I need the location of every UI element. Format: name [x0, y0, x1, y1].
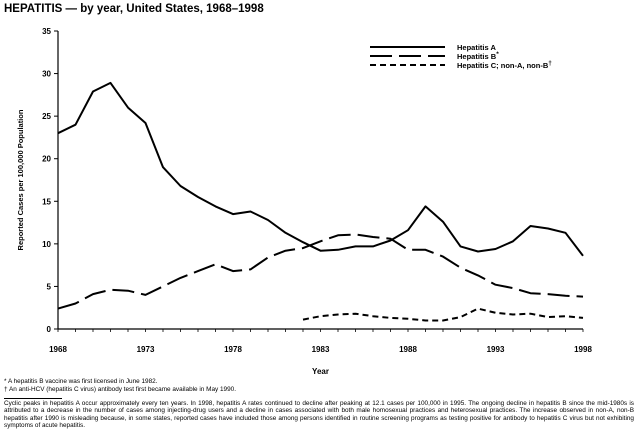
footnote-1: * A hepatitis B vaccine was first licens… [4, 378, 236, 386]
x-tick-label: 1968 [49, 345, 67, 354]
legend-footnote-mark: * [496, 51, 499, 58]
footnote-2: † An anti-HCV (hepatitis C virus) antibo… [4, 386, 236, 394]
y-tick-label: 35 [42, 27, 51, 36]
series-line-2 [302, 307, 584, 322]
footnote-2-text: An anti-HCV (hepatitis C virus) antibody… [9, 385, 236, 393]
x-tick-label: 1988 [399, 345, 417, 354]
y-tick-label: 20 [42, 155, 51, 164]
x-tick-label: 1983 [312, 345, 330, 354]
x-axis-label: Year [312, 367, 329, 376]
series-line-1 [57, 233, 584, 310]
chart-title: HEPATITIS — by year, United States, 1968… [4, 3, 264, 15]
line-chart: 0 5 10 15 20 25 30 35 1968 1973 1978 1983 1988 1993 19… [16, 27, 592, 376]
y-tick-label: 10 [42, 240, 51, 249]
legend-label-1: Hepatitis B* [457, 51, 499, 61]
y-tick-label: 25 [42, 112, 51, 121]
footnotes: * A hepatitis B vaccine was first licens… [4, 378, 236, 393]
caption-divider [4, 398, 62, 399]
legend-footnote-mark: † [548, 60, 552, 67]
x-tick-label: 1978 [224, 345, 242, 354]
footnote-1-text: A hepatitis B vaccine was first licensed… [7, 378, 158, 385]
x-tick-label: 1993 [487, 345, 505, 354]
y-tick-label: 5 [47, 282, 52, 291]
x-tick-label: 1973 [137, 345, 155, 354]
series-line-0 [57, 81, 584, 257]
footnote-1-mark: * [4, 378, 7, 385]
footnote-2-mark: † [4, 385, 8, 393]
y-axis-label: Reported Cases per 100,000 Population [16, 109, 25, 250]
legend-label-0: Hepatitis A [457, 43, 496, 52]
x-tick-label: 1998 [574, 345, 592, 354]
caption: Cyclic peaks in hepatitis A occur approx… [4, 400, 634, 430]
y-tick-label: 15 [42, 197, 51, 206]
y-tick-label: 30 [42, 70, 51, 79]
y-tick-label: 0 [47, 325, 52, 334]
legend-label-2: Hepatitis C; non-A, non-B† [457, 60, 552, 70]
